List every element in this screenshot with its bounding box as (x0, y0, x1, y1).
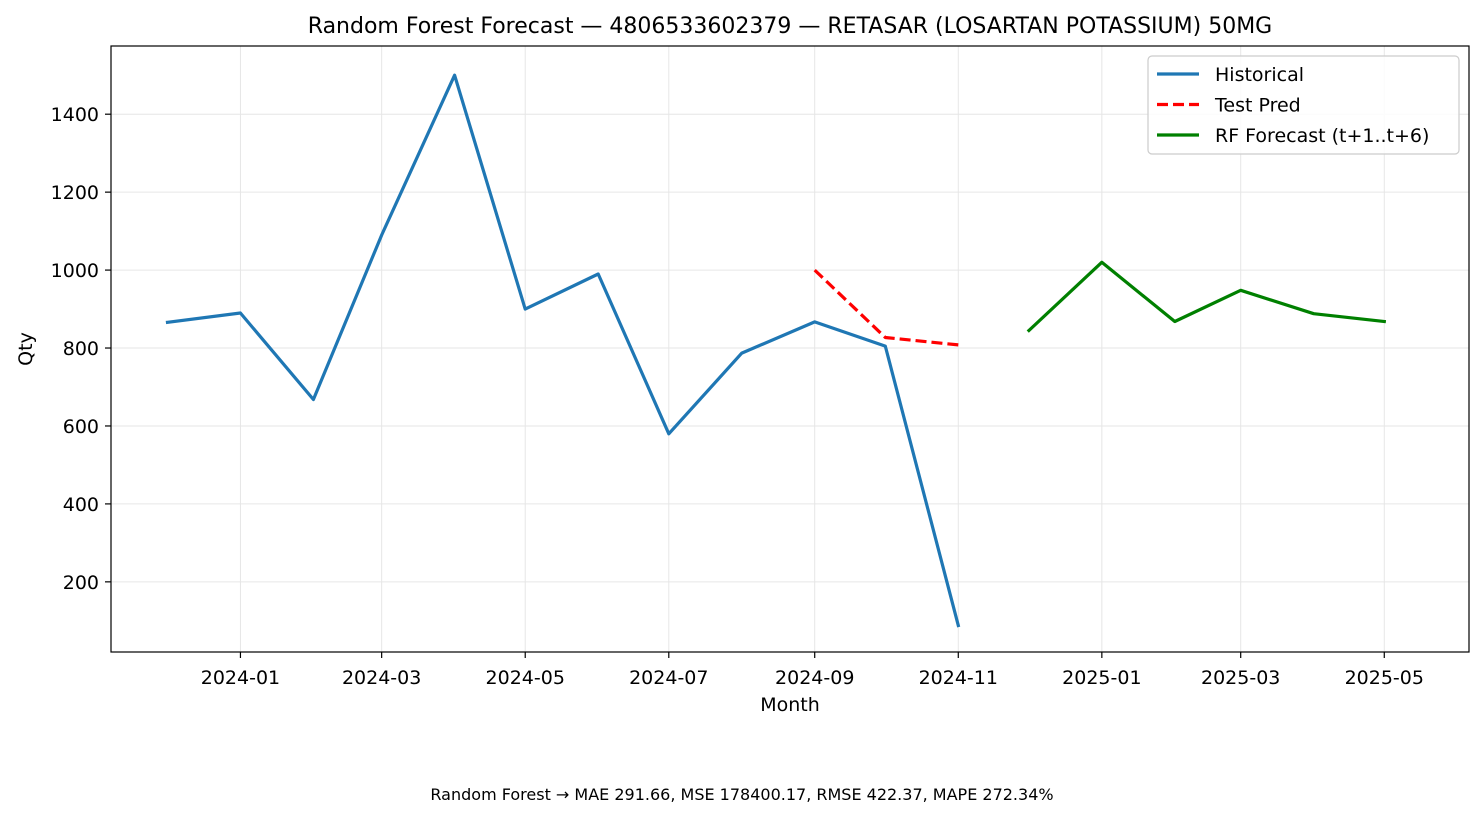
x-axis-label: Month (760, 694, 820, 716)
y-tick-label: 200 (63, 572, 99, 594)
y-tick-label: 1000 (51, 260, 99, 282)
x-tick-label: 2024-01 (201, 667, 280, 689)
axis-ticks: 200 400 600 800 1000 1200 1400 2024-01 2024-03 20… (51, 104, 1424, 689)
legend-label-1: Historical (1215, 64, 1304, 86)
series-line-2 (813, 268, 959, 347)
legend-label-3: RF Forecast (t+1..t+6) (1215, 125, 1429, 147)
x-tick-label: 2024-03 (342, 667, 421, 689)
x-tick-label: 2024-11 (919, 667, 998, 689)
x-tick-label: 2024-09 (775, 667, 854, 689)
x-tick-label: 2025-05 (1345, 667, 1424, 689)
y-tick-label: 400 (63, 494, 99, 516)
legend-label-2: Test Pred (1214, 95, 1301, 117)
chart-title: Random Forest Forecast — 4806533602379 —… (308, 14, 1272, 39)
x-tick-label: 2025-03 (1201, 667, 1280, 689)
x-tick-label: 2025-01 (1062, 667, 1141, 689)
plot-frame (110, 45, 1470, 653)
x-tick-label: 2024-07 (629, 667, 708, 689)
y-tick-label: 1200 (51, 182, 99, 204)
x-tick-label: 2024-05 (486, 667, 565, 689)
y-tick-label: 1400 (51, 104, 99, 126)
y-tick-label: 800 (63, 338, 99, 360)
y-tick-label: 600 (63, 416, 99, 438)
legend: Historical Test Pred RF Forecast (t+1..t+6… (1147, 55, 1460, 155)
grid (111, 46, 1469, 652)
legend-box (1147, 55, 1460, 155)
series-lines (165, 73, 1387, 628)
y-axis-label: Qty (15, 332, 37, 366)
series-line-1 (165, 73, 961, 628)
series-line-3 (1026, 260, 1387, 333)
metrics-footer: Random Forest → MAE 291.66, MSE 178400.1… (430, 785, 1053, 804)
